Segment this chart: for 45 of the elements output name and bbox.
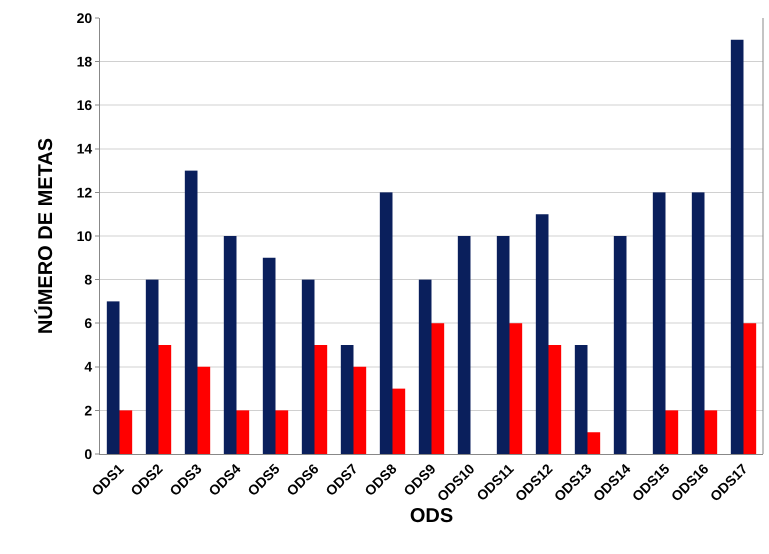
bar (458, 236, 470, 454)
bar (354, 366, 366, 454)
bar (614, 236, 626, 454)
bar (236, 410, 250, 454)
y-tick-label: 10 (76, 228, 92, 244)
bar (418, 280, 432, 454)
x-axis-title: ODS (410, 504, 454, 527)
bar (262, 258, 276, 454)
y-tick-label: 0 (84, 446, 92, 462)
bar (106, 301, 120, 454)
y-tick-label: 6 (84, 315, 92, 332)
y-tick-label: 14 (76, 140, 92, 157)
bar (314, 345, 328, 454)
bar (380, 192, 392, 454)
bar (340, 345, 354, 454)
bar (120, 410, 132, 454)
y-tick-label: 4 (84, 358, 92, 375)
bar (224, 236, 236, 454)
bar (392, 388, 406, 454)
y-axis-title: NÚMERO DE METAS (34, 138, 58, 334)
bar (730, 40, 744, 454)
bar (146, 280, 158, 454)
y-tick-label: 12 (76, 184, 92, 200)
bar (496, 236, 510, 454)
bar (198, 366, 210, 454)
bar (652, 192, 666, 454)
bar (276, 410, 288, 454)
bar (184, 170, 198, 454)
y-tick-label: 18 (76, 54, 92, 70)
y-tick-label: 8 (84, 272, 92, 288)
bar (510, 323, 522, 454)
y-tick-label: 2 (84, 402, 92, 418)
y-tick-label: 16 (76, 97, 92, 114)
bar (548, 345, 562, 454)
bar (302, 280, 314, 454)
bar (432, 323, 444, 454)
bar (704, 410, 718, 454)
bar (692, 192, 704, 454)
bar (574, 345, 588, 454)
bar (666, 410, 678, 454)
bar (744, 323, 756, 454)
bar (158, 345, 172, 454)
bar (536, 214, 548, 454)
bar (588, 432, 600, 454)
y-tick-label: 20 (76, 10, 92, 26)
